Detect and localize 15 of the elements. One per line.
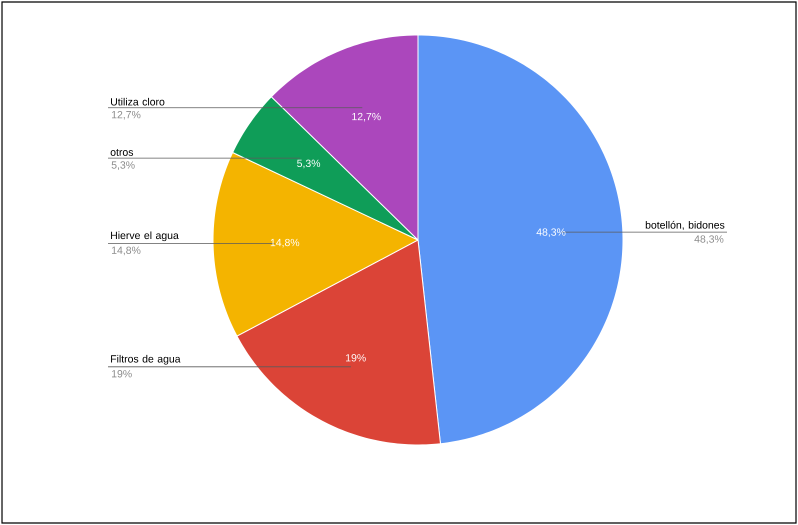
text: 19% [346, 354, 366, 362]
slice-label: Hierve el agua [111, 231, 179, 242]
slice-label: botellón, bidones [646, 220, 724, 230]
slice-label: Filtros de agua [111, 354, 181, 365]
data-label: 5,3% [112, 161, 135, 170]
slice-label: Utiliza cloro [111, 98, 164, 106]
slice-label: otros [110, 149, 134, 156]
data-label: 14,8% [112, 246, 140, 256]
text: 48,3% [536, 228, 566, 238]
text: 14,8% [270, 238, 300, 248]
data-label: 19% [112, 370, 132, 378]
data-label: 48,3% [694, 235, 724, 244]
data-label: 12,7% [112, 110, 140, 120]
text: 5,3% [297, 160, 320, 168]
text: 12,7% [352, 112, 381, 122]
